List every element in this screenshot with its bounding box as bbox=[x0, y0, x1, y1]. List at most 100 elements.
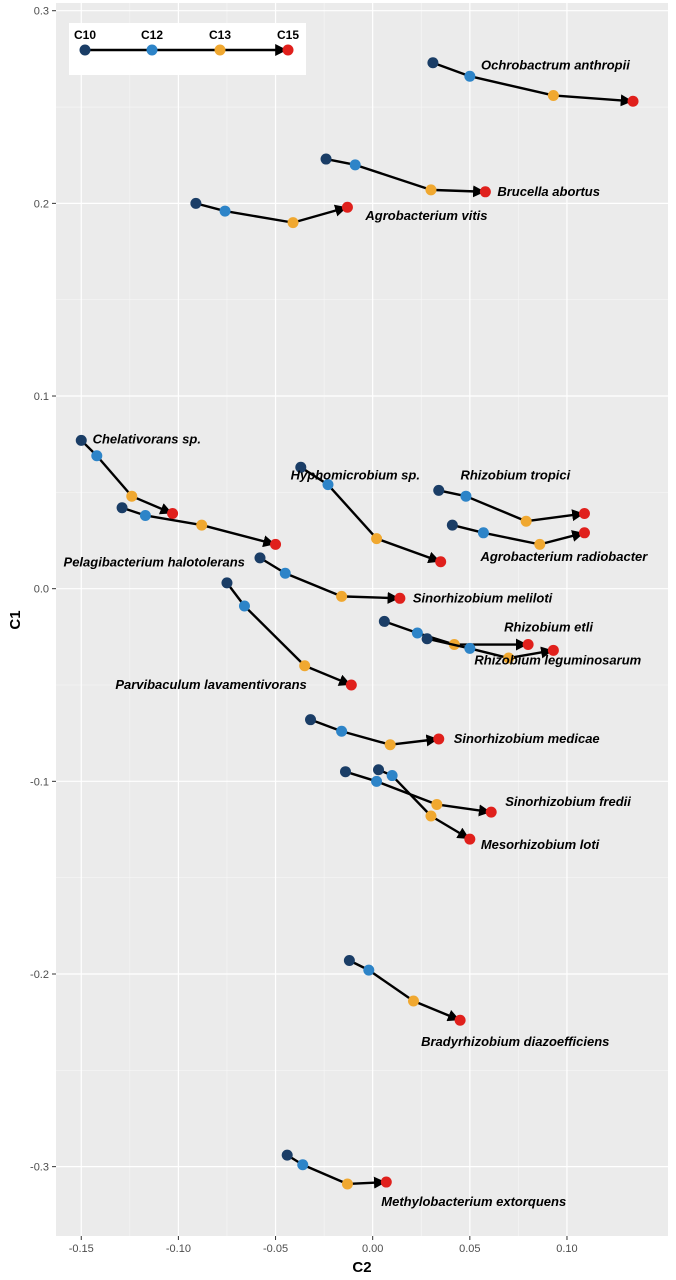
x-axis-title: C2 bbox=[352, 1259, 371, 1276]
data-point-c15 bbox=[380, 1176, 392, 1188]
data-point-c12 bbox=[238, 600, 250, 612]
legend-label: C13 bbox=[209, 28, 231, 42]
data-point-c10 bbox=[373, 764, 385, 776]
series-group: Sinorhizobium medicae bbox=[305, 714, 600, 751]
data-point-c10 bbox=[433, 484, 445, 496]
data-point-c15 bbox=[522, 639, 534, 651]
y-tick-label: -0.1 bbox=[30, 776, 49, 788]
series-group: Rhizobium tropici bbox=[433, 468, 590, 527]
data-point-c15 bbox=[578, 508, 590, 520]
data-point-c12 bbox=[139, 509, 151, 521]
data-point-c13 bbox=[534, 538, 546, 550]
series-group: Sinorhizobium fredii bbox=[339, 766, 631, 818]
data-point-c10 bbox=[320, 153, 332, 165]
series-segment bbox=[243, 605, 306, 667]
data-point-c13 bbox=[371, 533, 383, 545]
data-point-c12 bbox=[371, 775, 383, 787]
series-label: Chelativorans sp. bbox=[93, 432, 201, 447]
legend-label: C10 bbox=[74, 28, 96, 42]
series-arrow bbox=[413, 999, 460, 1022]
data-point-c15 bbox=[435, 556, 447, 568]
data-point-c12 bbox=[279, 567, 291, 579]
y-tick-label: 0.3 bbox=[34, 6, 49, 18]
series-label: Sinorhizobium medicae bbox=[454, 731, 600, 746]
data-point-c13 bbox=[126, 490, 138, 502]
data-point-c10 bbox=[254, 552, 266, 564]
series-group: Ochrobactrum anthropii bbox=[427, 57, 639, 107]
data-point-c15 bbox=[547, 644, 559, 656]
series-group: Methylobacterium extorquens bbox=[281, 1149, 566, 1209]
x-tick-label: 0.00 bbox=[362, 1243, 383, 1255]
series-arrow bbox=[292, 204, 348, 224]
series-segment bbox=[145, 514, 202, 527]
series-segment bbox=[354, 163, 432, 192]
data-point-c12 bbox=[297, 1159, 309, 1171]
data-point-c12 bbox=[477, 527, 489, 539]
series-arrow bbox=[539, 530, 585, 546]
series-label: Rhizobium leguminosarum bbox=[474, 652, 641, 667]
series-group: Sinorhizobium meliloti bbox=[254, 552, 553, 605]
series-segment bbox=[469, 75, 554, 97]
data-point-c12 bbox=[322, 479, 334, 491]
data-point-c10 bbox=[305, 714, 317, 726]
data-point-c10 bbox=[378, 615, 390, 627]
data-point-c10 bbox=[339, 766, 351, 778]
plot-panel bbox=[56, 3, 668, 1236]
data-point-c10 bbox=[421, 633, 433, 645]
series-segment bbox=[341, 730, 391, 746]
y-axis-title: C1 bbox=[7, 610, 24, 629]
x-tick-label: -0.05 bbox=[263, 1243, 288, 1255]
series-arrow bbox=[390, 734, 439, 747]
x-tick-label: 0.05 bbox=[459, 1243, 480, 1255]
data-point-c13 bbox=[287, 217, 299, 229]
series-segment bbox=[368, 969, 415, 1002]
series-label: Brucella abortus bbox=[497, 184, 600, 199]
series-arrow bbox=[201, 523, 276, 548]
series-arrow bbox=[131, 495, 173, 515]
series-arrow bbox=[376, 537, 441, 564]
data-point-c10 bbox=[75, 434, 87, 446]
data-point-c12 bbox=[464, 642, 476, 654]
legend-point-c12 bbox=[146, 44, 158, 56]
legend: C10 C12 C13 C15 bbox=[69, 23, 306, 75]
data-point-c15 bbox=[270, 538, 282, 550]
data-point-c12 bbox=[363, 964, 375, 976]
data-point-c10 bbox=[281, 1149, 293, 1161]
x-axis: -0.15 -0.10 -0.05 0.00 0.05 0.10 bbox=[69, 1236, 578, 1255]
series-group: Brucella abortus bbox=[320, 153, 600, 199]
data-point-c13 bbox=[196, 519, 208, 531]
series-label: Bradyrhizobium diazoefficiens bbox=[421, 1034, 609, 1049]
series-arrow bbox=[430, 185, 486, 198]
series-segment bbox=[383, 620, 418, 635]
series-segment bbox=[391, 774, 432, 817]
series-segment bbox=[224, 209, 294, 224]
series-group: Mesorhizobium loti bbox=[373, 764, 600, 852]
y-tick-label: 0.1 bbox=[34, 391, 49, 403]
series-label: Hyphomicrobium sp. bbox=[291, 468, 420, 483]
data-point-c15 bbox=[479, 186, 491, 198]
legend-point-c15 bbox=[282, 44, 294, 56]
data-point-c13 bbox=[547, 89, 559, 101]
series-label: Methylobacterium extorquens bbox=[381, 1194, 566, 1209]
series-label: Parvibaculum lavamentivorans bbox=[115, 677, 306, 692]
series-label: Rhizobium etli bbox=[504, 620, 593, 635]
y-tick-label: 0.2 bbox=[34, 198, 49, 210]
data-point-c13 bbox=[384, 739, 396, 751]
data-point-c12 bbox=[336, 725, 348, 737]
series-segment bbox=[310, 718, 343, 733]
data-point-c15 bbox=[485, 806, 497, 818]
series-arrow bbox=[553, 94, 633, 107]
series-group: Pelagibacterium halotolerans bbox=[64, 502, 282, 569]
data-point-c15 bbox=[167, 508, 179, 520]
series-arrow bbox=[341, 591, 400, 604]
data-point-c12 bbox=[349, 159, 361, 171]
series-arrow bbox=[436, 803, 491, 817]
series-label: Ochrobactrum anthropii bbox=[481, 57, 630, 72]
series-group: Agrobacterium radiobacter bbox=[446, 519, 648, 564]
series-arrow bbox=[430, 814, 470, 840]
series-group: Agrobacterium vitis bbox=[190, 197, 488, 229]
series-layer: Ochrobactrum anthropii Brucella abortus Ag… bbox=[64, 57, 648, 1209]
series-label: Pelagibacterium halotolerans bbox=[64, 554, 245, 569]
series-segment bbox=[376, 780, 438, 806]
